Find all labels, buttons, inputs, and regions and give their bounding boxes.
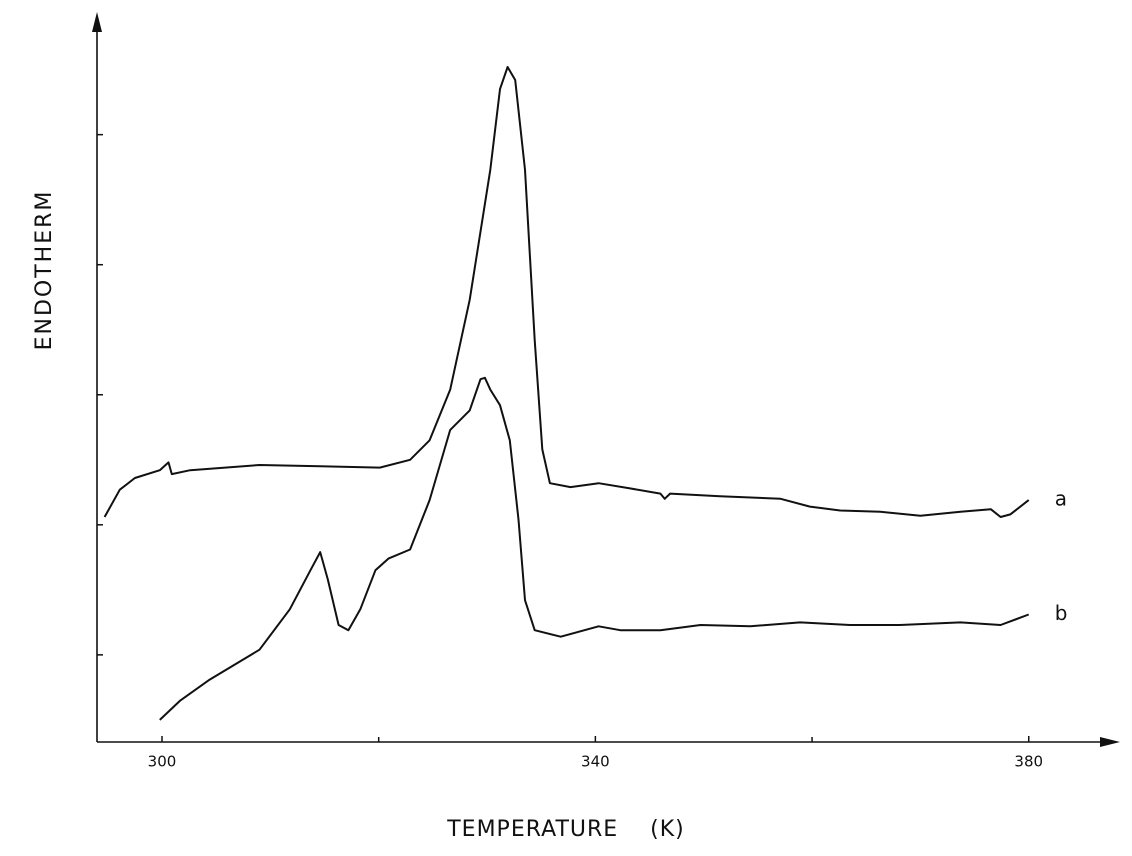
series-line bbox=[159, 376, 1030, 721]
y-axis-label: ENDOTHERM bbox=[32, 190, 57, 351]
series-label: a bbox=[1055, 487, 1067, 511]
series-line bbox=[103, 66, 1030, 518]
x-tick-label: 300 bbox=[148, 753, 177, 771]
series-label: b bbox=[1055, 601, 1068, 625]
x-axis-arrow bbox=[1100, 737, 1120, 747]
x-tick-label: 380 bbox=[1014, 753, 1043, 771]
x-tick-label: 340 bbox=[581, 753, 610, 771]
y-axis-arrow bbox=[92, 12, 102, 32]
x-axis-label: TEMPERATURE (K) bbox=[446, 817, 685, 842]
